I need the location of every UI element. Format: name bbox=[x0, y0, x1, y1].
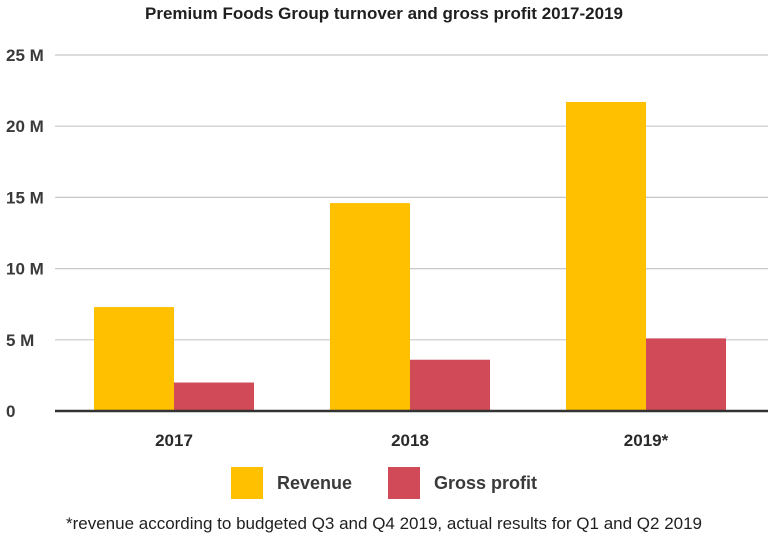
legend-item-revenue: Revenue bbox=[230, 467, 353, 499]
y-tick-label: 15 M bbox=[6, 188, 44, 207]
y-tick-label: 10 M bbox=[6, 260, 44, 279]
legend-label-gross-profit: Gross profit bbox=[434, 472, 538, 493]
y-tick-label: 25 M bbox=[6, 46, 44, 65]
gridlines bbox=[55, 54, 768, 341]
chart-title: Premium Foods Group turnover and gross p… bbox=[145, 4, 623, 23]
legend-label-revenue: Revenue bbox=[276, 472, 353, 493]
bar-revenue-2017 bbox=[94, 307, 174, 411]
y-tick-label: 5 M bbox=[6, 331, 34, 350]
bar-revenue-2019 bbox=[566, 101, 646, 411]
x-axis-labels: 2017 2018 2019* bbox=[155, 431, 669, 450]
legend: Revenue Gross profit bbox=[0, 466, 768, 500]
y-axis-ticks: 0 5 M 10 M 15 M 20 M 25 M bbox=[6, 46, 44, 421]
bar-gross-profit-2017 bbox=[174, 382, 254, 411]
bar-gross-profit-2018 bbox=[410, 359, 490, 411]
x-tick-label: 2018 bbox=[391, 431, 429, 450]
y-tick-label: 0 bbox=[6, 402, 15, 421]
bar-chart: 0 5 M 10 M 15 M 20 M 25 M 2017 2018 2019* bbox=[6, 46, 768, 450]
bar-gross-profit-2019 bbox=[646, 338, 726, 411]
legend-swatch-gross-profit bbox=[388, 467, 421, 499]
x-tick-label: 2019* bbox=[624, 431, 669, 450]
footnote: *revenue according to budgeted Q3 and Q4… bbox=[65, 514, 703, 533]
legend-item-gross-profit: Gross profit bbox=[388, 467, 537, 499]
bars bbox=[94, 101, 726, 411]
legend-swatch-revenue bbox=[230, 467, 263, 499]
x-tick-label: 2017 bbox=[155, 431, 193, 450]
bar-revenue-2018 bbox=[330, 203, 410, 411]
y-tick-label: 20 M bbox=[6, 117, 44, 136]
